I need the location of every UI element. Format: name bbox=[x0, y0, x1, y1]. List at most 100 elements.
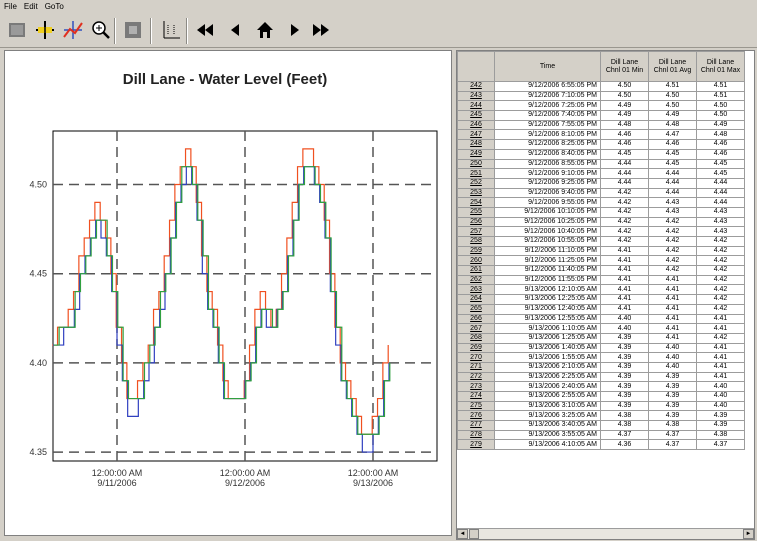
table-row[interactable]: 253 9/12/2006 9:40:05 PM 4.42 4.44 4.44 bbox=[457, 187, 745, 199]
table-row[interactable]: 264 9/13/2006 12:25:05 AM 4.41 4.41 4.42 bbox=[457, 294, 745, 305]
scroll-right-arrow[interactable]: ► bbox=[743, 529, 754, 539]
value-cell: 4.42 bbox=[648, 226, 697, 237]
table-row[interactable]: 248 9/12/2006 8:25:05 PM 4.46 4.46 4.46 bbox=[457, 139, 745, 150]
table-row[interactable]: 256 9/12/2006 10:25:05 PM 4.42 4.42 4.43 bbox=[457, 216, 745, 228]
table-row[interactable]: 249 9/12/2006 8:40:05 PM 4.45 4.45 4.46 bbox=[457, 148, 745, 160]
axis-icon[interactable] bbox=[160, 19, 182, 41]
time-cell: 9/12/2006 7:40:05 PM bbox=[494, 110, 601, 121]
toolbar-separator bbox=[114, 18, 116, 44]
table-row[interactable]: 271 9/13/2006 2:10:05 AM 4.39 4.40 4.41 bbox=[457, 361, 745, 373]
stop-icon[interactable] bbox=[122, 19, 144, 41]
menu-file[interactable]: File bbox=[4, 2, 17, 11]
table-row[interactable]: 278 9/13/2006 3:55:05 AM 4.37 4.37 4.38 bbox=[457, 429, 745, 441]
table-row[interactable]: 242 9/12/2006 6:55:05 PM 4.50 4.51 4.51 bbox=[457, 81, 745, 92]
table-row[interactable]: 267 9/13/2006 1:10:05 AM 4.40 4.41 4.41 bbox=[457, 323, 745, 334]
value-cell: 4.50 bbox=[648, 90, 697, 102]
column-header[interactable]: Dill Lane Chnl 01 Min bbox=[600, 51, 649, 82]
time-cell: 9/12/2006 9:25:05 PM bbox=[494, 177, 601, 189]
table-row[interactable]: 275 9/13/2006 3:10:05 AM 4.39 4.39 4.40 bbox=[457, 400, 745, 412]
table-row[interactable]: 257 9/12/2006 10:40:05 PM 4.42 4.42 4.43 bbox=[457, 226, 745, 237]
y-tick-label: 4.40 bbox=[29, 358, 47, 368]
value-cell: 4.38 bbox=[648, 420, 697, 431]
table-row[interactable]: 244 9/12/2006 7:25:05 PM 4.49 4.50 4.50 bbox=[457, 100, 745, 112]
table-row[interactable]: 251 9/12/2006 9:10:05 PM 4.44 4.44 4.45 bbox=[457, 168, 745, 179]
value-cell: 4.44 bbox=[648, 168, 697, 179]
value-cell: 4.37 bbox=[648, 439, 697, 451]
time-cell: 9/13/2006 3:55:05 AM bbox=[494, 429, 601, 441]
table-row[interactable]: 252 9/12/2006 9:25:05 PM 4.44 4.44 4.44 bbox=[457, 177, 745, 189]
table-row[interactable]: 247 9/12/2006 8:10:05 PM 4.46 4.47 4.48 bbox=[457, 129, 745, 141]
value-cell: 4.42 bbox=[600, 236, 649, 247]
table-row[interactable]: 269 9/13/2006 1:40:05 AM 4.39 4.40 4.41 bbox=[457, 342, 745, 354]
value-cell: 4.39 bbox=[600, 361, 649, 373]
time-cell: 9/12/2006 7:55:05 PM bbox=[494, 119, 601, 131]
time-cell: 9/13/2006 1:55:05 AM bbox=[494, 352, 601, 363]
table-row[interactable]: 243 9/12/2006 7:10:05 PM 4.50 4.50 4.51 bbox=[457, 90, 745, 102]
table-row[interactable]: 274 9/13/2006 2:55:05 AM 4.39 4.39 4.40 bbox=[457, 391, 745, 402]
row-number: 267 bbox=[457, 323, 495, 334]
table-row[interactable]: 261 9/12/2006 11:40:05 PM 4.41 4.42 4.42 bbox=[457, 265, 745, 276]
row-number: 253 bbox=[457, 187, 495, 199]
scroll-left-arrow[interactable]: ◄ bbox=[457, 529, 468, 539]
value-cell: 4.39 bbox=[600, 352, 649, 363]
column-header[interactable]: Time bbox=[494, 51, 601, 82]
value-cell: 4.36 bbox=[600, 439, 649, 451]
time-cell: 9/13/2006 12:10:05 AM bbox=[494, 284, 601, 296]
value-cell: 4.46 bbox=[600, 129, 649, 141]
table-row[interactable]: 266 9/13/2006 12:55:05 AM 4.40 4.41 4.41 bbox=[457, 313, 745, 325]
horizontal-scrollbar[interactable]: ◄ ► bbox=[457, 528, 754, 539]
value-cell: 4.39 bbox=[648, 410, 697, 422]
row-number: 275 bbox=[457, 400, 495, 412]
table-row[interactable]: 259 9/12/2006 11:10:05 PM 4.41 4.42 4.42 bbox=[457, 245, 745, 257]
value-cell: 4.45 bbox=[648, 148, 697, 160]
row-number: 256 bbox=[457, 216, 495, 228]
column-header[interactable]: Dill Lane Chnl 01 Avg bbox=[648, 51, 697, 82]
value-cell: 4.50 bbox=[648, 100, 697, 112]
value-cell: 4.42 bbox=[648, 265, 697, 276]
table-row[interactable]: 265 9/13/2006 12:40:05 AM 4.41 4.41 4.42 bbox=[457, 303, 745, 315]
back-icon[interactable] bbox=[224, 19, 246, 41]
row-number: 272 bbox=[457, 371, 495, 383]
table-row[interactable]: 250 9/12/2006 8:55:05 PM 4.44 4.45 4.45 bbox=[457, 158, 745, 170]
chart-icon[interactable] bbox=[6, 19, 28, 41]
table-row[interactable]: 279 9/13/2006 4:10:05 AM 4.36 4.37 4.37 bbox=[457, 439, 745, 451]
menu-edit[interactable]: Edit bbox=[23, 2, 38, 11]
toolbar-separator bbox=[186, 18, 188, 44]
table-row[interactable]: 258 9/12/2006 10:55:05 PM 4.42 4.42 4.42 bbox=[457, 236, 745, 247]
trend-icon[interactable] bbox=[62, 19, 84, 41]
time-cell: 9/12/2006 8:25:05 PM bbox=[494, 139, 601, 150]
column-header[interactable]: Dill Lane Chnl 01 Max bbox=[696, 51, 745, 82]
table-row[interactable]: 260 9/12/2006 11:25:05 PM 4.41 4.42 4.42 bbox=[457, 255, 745, 267]
time-cell: 9/13/2006 3:10:05 AM bbox=[494, 400, 601, 412]
table-row[interactable]: 255 9/12/2006 10:10:05 PM 4.42 4.43 4.43 bbox=[457, 206, 745, 218]
table-row[interactable]: 254 9/12/2006 9:55:05 PM 4.42 4.43 4.44 bbox=[457, 197, 745, 208]
table-row[interactable]: 246 9/12/2006 7:55:05 PM 4.48 4.48 4.49 bbox=[457, 119, 745, 131]
rewind-icon[interactable] bbox=[194, 19, 216, 41]
time-cell: 9/12/2006 10:10:05 PM bbox=[494, 206, 601, 218]
scroll-thumb[interactable] bbox=[469, 529, 479, 539]
value-cell: 4.39 bbox=[696, 410, 745, 422]
value-cell: 4.44 bbox=[648, 187, 697, 199]
zoom-icon[interactable] bbox=[90, 19, 112, 41]
crosshair-icon[interactable] bbox=[34, 19, 56, 41]
row-number: 273 bbox=[457, 381, 495, 392]
table-row[interactable]: 270 9/13/2006 1:55:05 AM 4.39 4.40 4.41 bbox=[457, 352, 745, 363]
forward-icon[interactable] bbox=[284, 19, 306, 41]
menu-goto[interactable]: GoTo bbox=[44, 2, 64, 11]
table-row[interactable]: 262 9/12/2006 11:55:05 PM 4.41 4.41 4.42 bbox=[457, 274, 745, 286]
table-row[interactable]: 268 9/13/2006 1:25:05 AM 4.39 4.41 4.42 bbox=[457, 332, 745, 344]
table-row[interactable]: 273 9/13/2006 2:40:05 AM 4.39 4.39 4.40 bbox=[457, 381, 745, 392]
table-row[interactable]: 277 9/13/2006 3:40:05 AM 4.38 4.38 4.39 bbox=[457, 420, 745, 431]
home-icon[interactable] bbox=[254, 19, 276, 41]
value-cell: 4.44 bbox=[696, 187, 745, 199]
table-row[interactable]: 245 9/12/2006 7:40:05 PM 4.49 4.49 4.50 bbox=[457, 110, 745, 121]
table-row[interactable]: 272 9/13/2006 2:25:05 AM 4.39 4.39 4.41 bbox=[457, 371, 745, 383]
data-grid[interactable]: Time Dill Lane Chnl 01 Min Dill Lane Chnl 01… bbox=[456, 50, 755, 540]
row-number: 243 bbox=[457, 90, 495, 102]
table-row[interactable]: 276 9/13/2006 3:25:05 AM 4.38 4.39 4.39 bbox=[457, 410, 745, 422]
value-cell: 4.39 bbox=[600, 371, 649, 383]
fast-forward-icon[interactable] bbox=[310, 19, 332, 41]
value-cell: 4.42 bbox=[696, 294, 745, 305]
table-row[interactable]: 263 9/13/2006 12:10:05 AM 4.41 4.41 4.42 bbox=[457, 284, 745, 296]
